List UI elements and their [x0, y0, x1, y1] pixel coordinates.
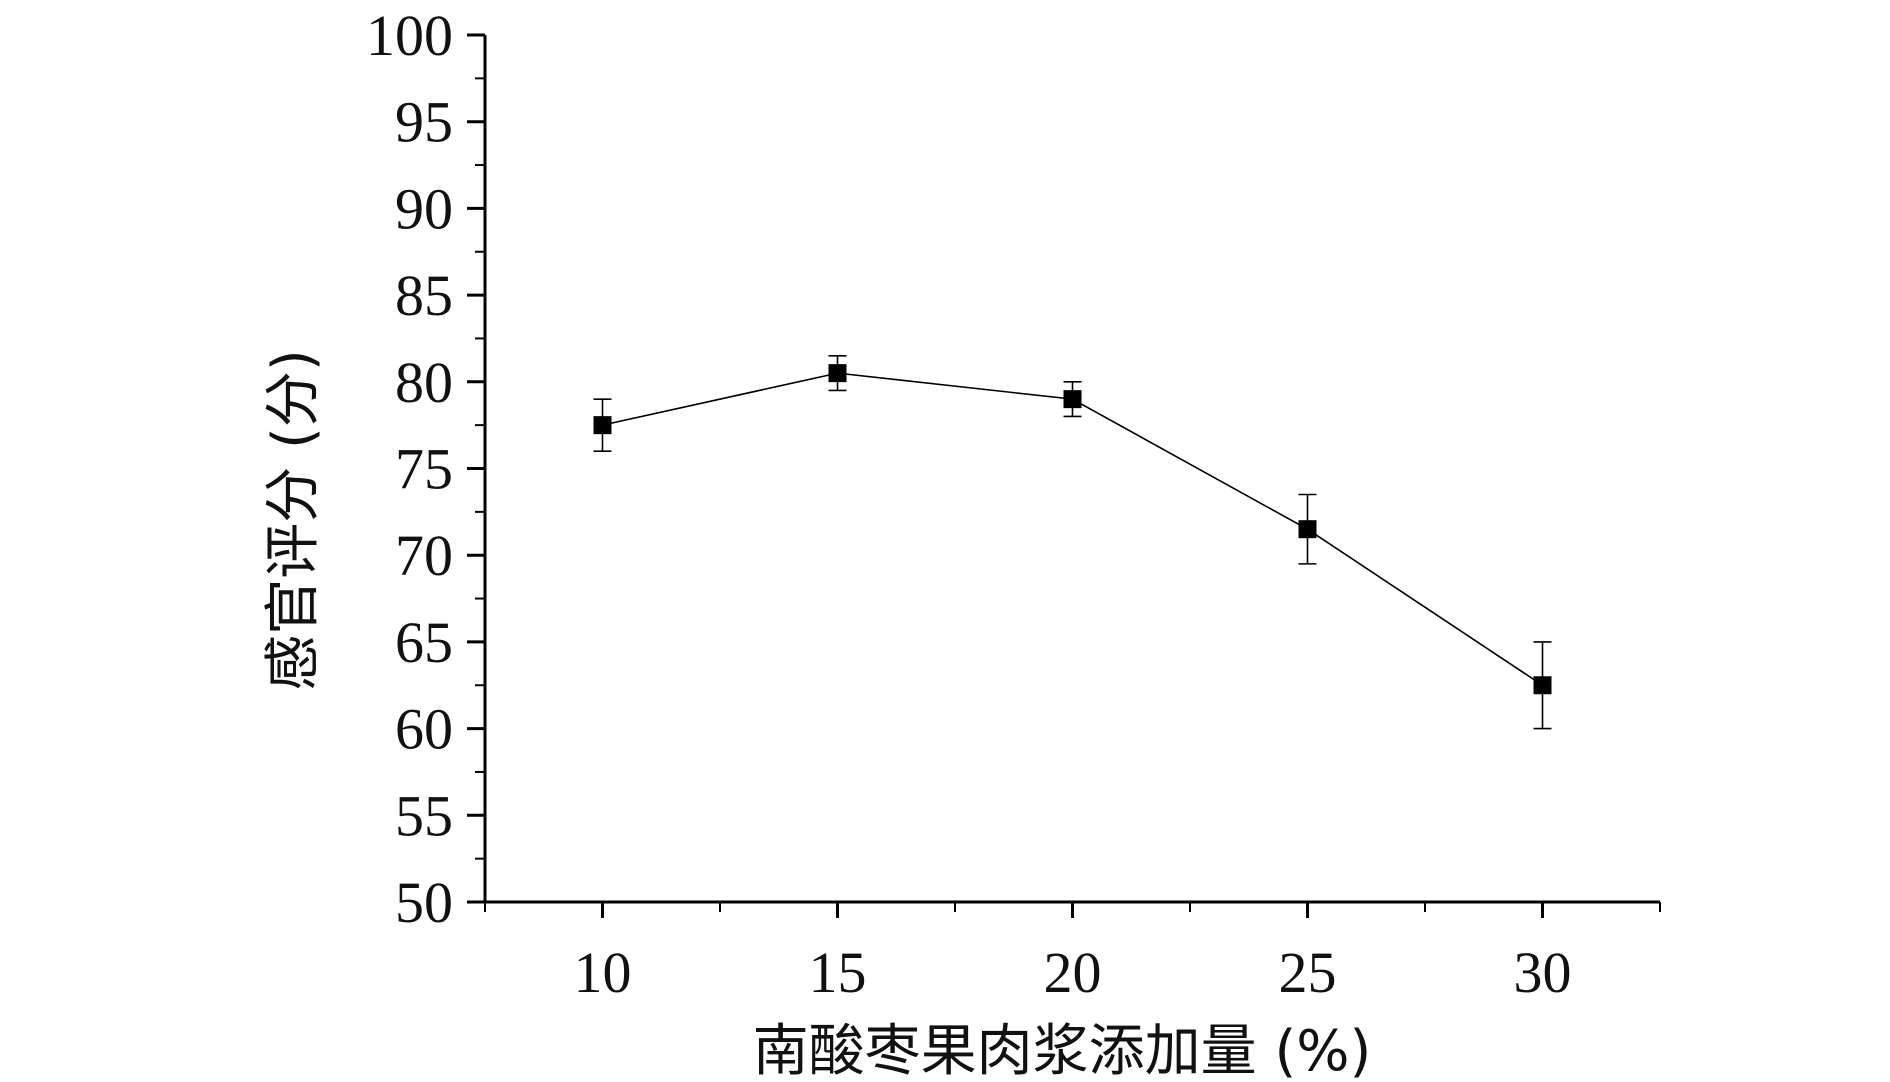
- y-tick-label: 80: [395, 350, 453, 415]
- y-axis-label: 感官评分 (分): [261, 349, 326, 691]
- data-point: [828, 364, 847, 383]
- x-tick-label: 10: [574, 940, 632, 1005]
- x-tick-label: 30: [1514, 940, 1572, 1005]
- y-tick-label: 100: [366, 3, 453, 68]
- data-point: [1298, 520, 1317, 539]
- x-tick-label: 15: [809, 940, 867, 1005]
- y-tick-label: 75: [395, 437, 453, 502]
- x-tick-label: 20: [1044, 940, 1102, 1005]
- y-tick-label: 95: [395, 90, 453, 155]
- y-tick-label: 65: [395, 610, 453, 675]
- axes: [483, 35, 1660, 904]
- data-point: [593, 416, 612, 435]
- y-tick-label: 85: [395, 263, 453, 328]
- x-tick-label: 25: [1279, 940, 1337, 1005]
- x-ticks: 10 15 20 25 30: [484, 902, 1661, 1005]
- y-tick-label: 50: [395, 870, 453, 935]
- y-tick-label: 90: [395, 176, 453, 241]
- series: [593, 354, 1552, 730]
- data-point: [1063, 390, 1082, 409]
- x-axis-label: 南酸枣果肉浆添加量 (%): [753, 1019, 1372, 1082]
- series-line: [602, 372, 1543, 686]
- y-tick-label: 70: [395, 523, 453, 588]
- y-tick-label: 60: [395, 697, 453, 762]
- y-tick-label: 55: [395, 783, 453, 848]
- y-ticks: 50 55 60 65 70 75 80 85 90 95 100: [366, 3, 485, 935]
- data-point: [1533, 676, 1552, 695]
